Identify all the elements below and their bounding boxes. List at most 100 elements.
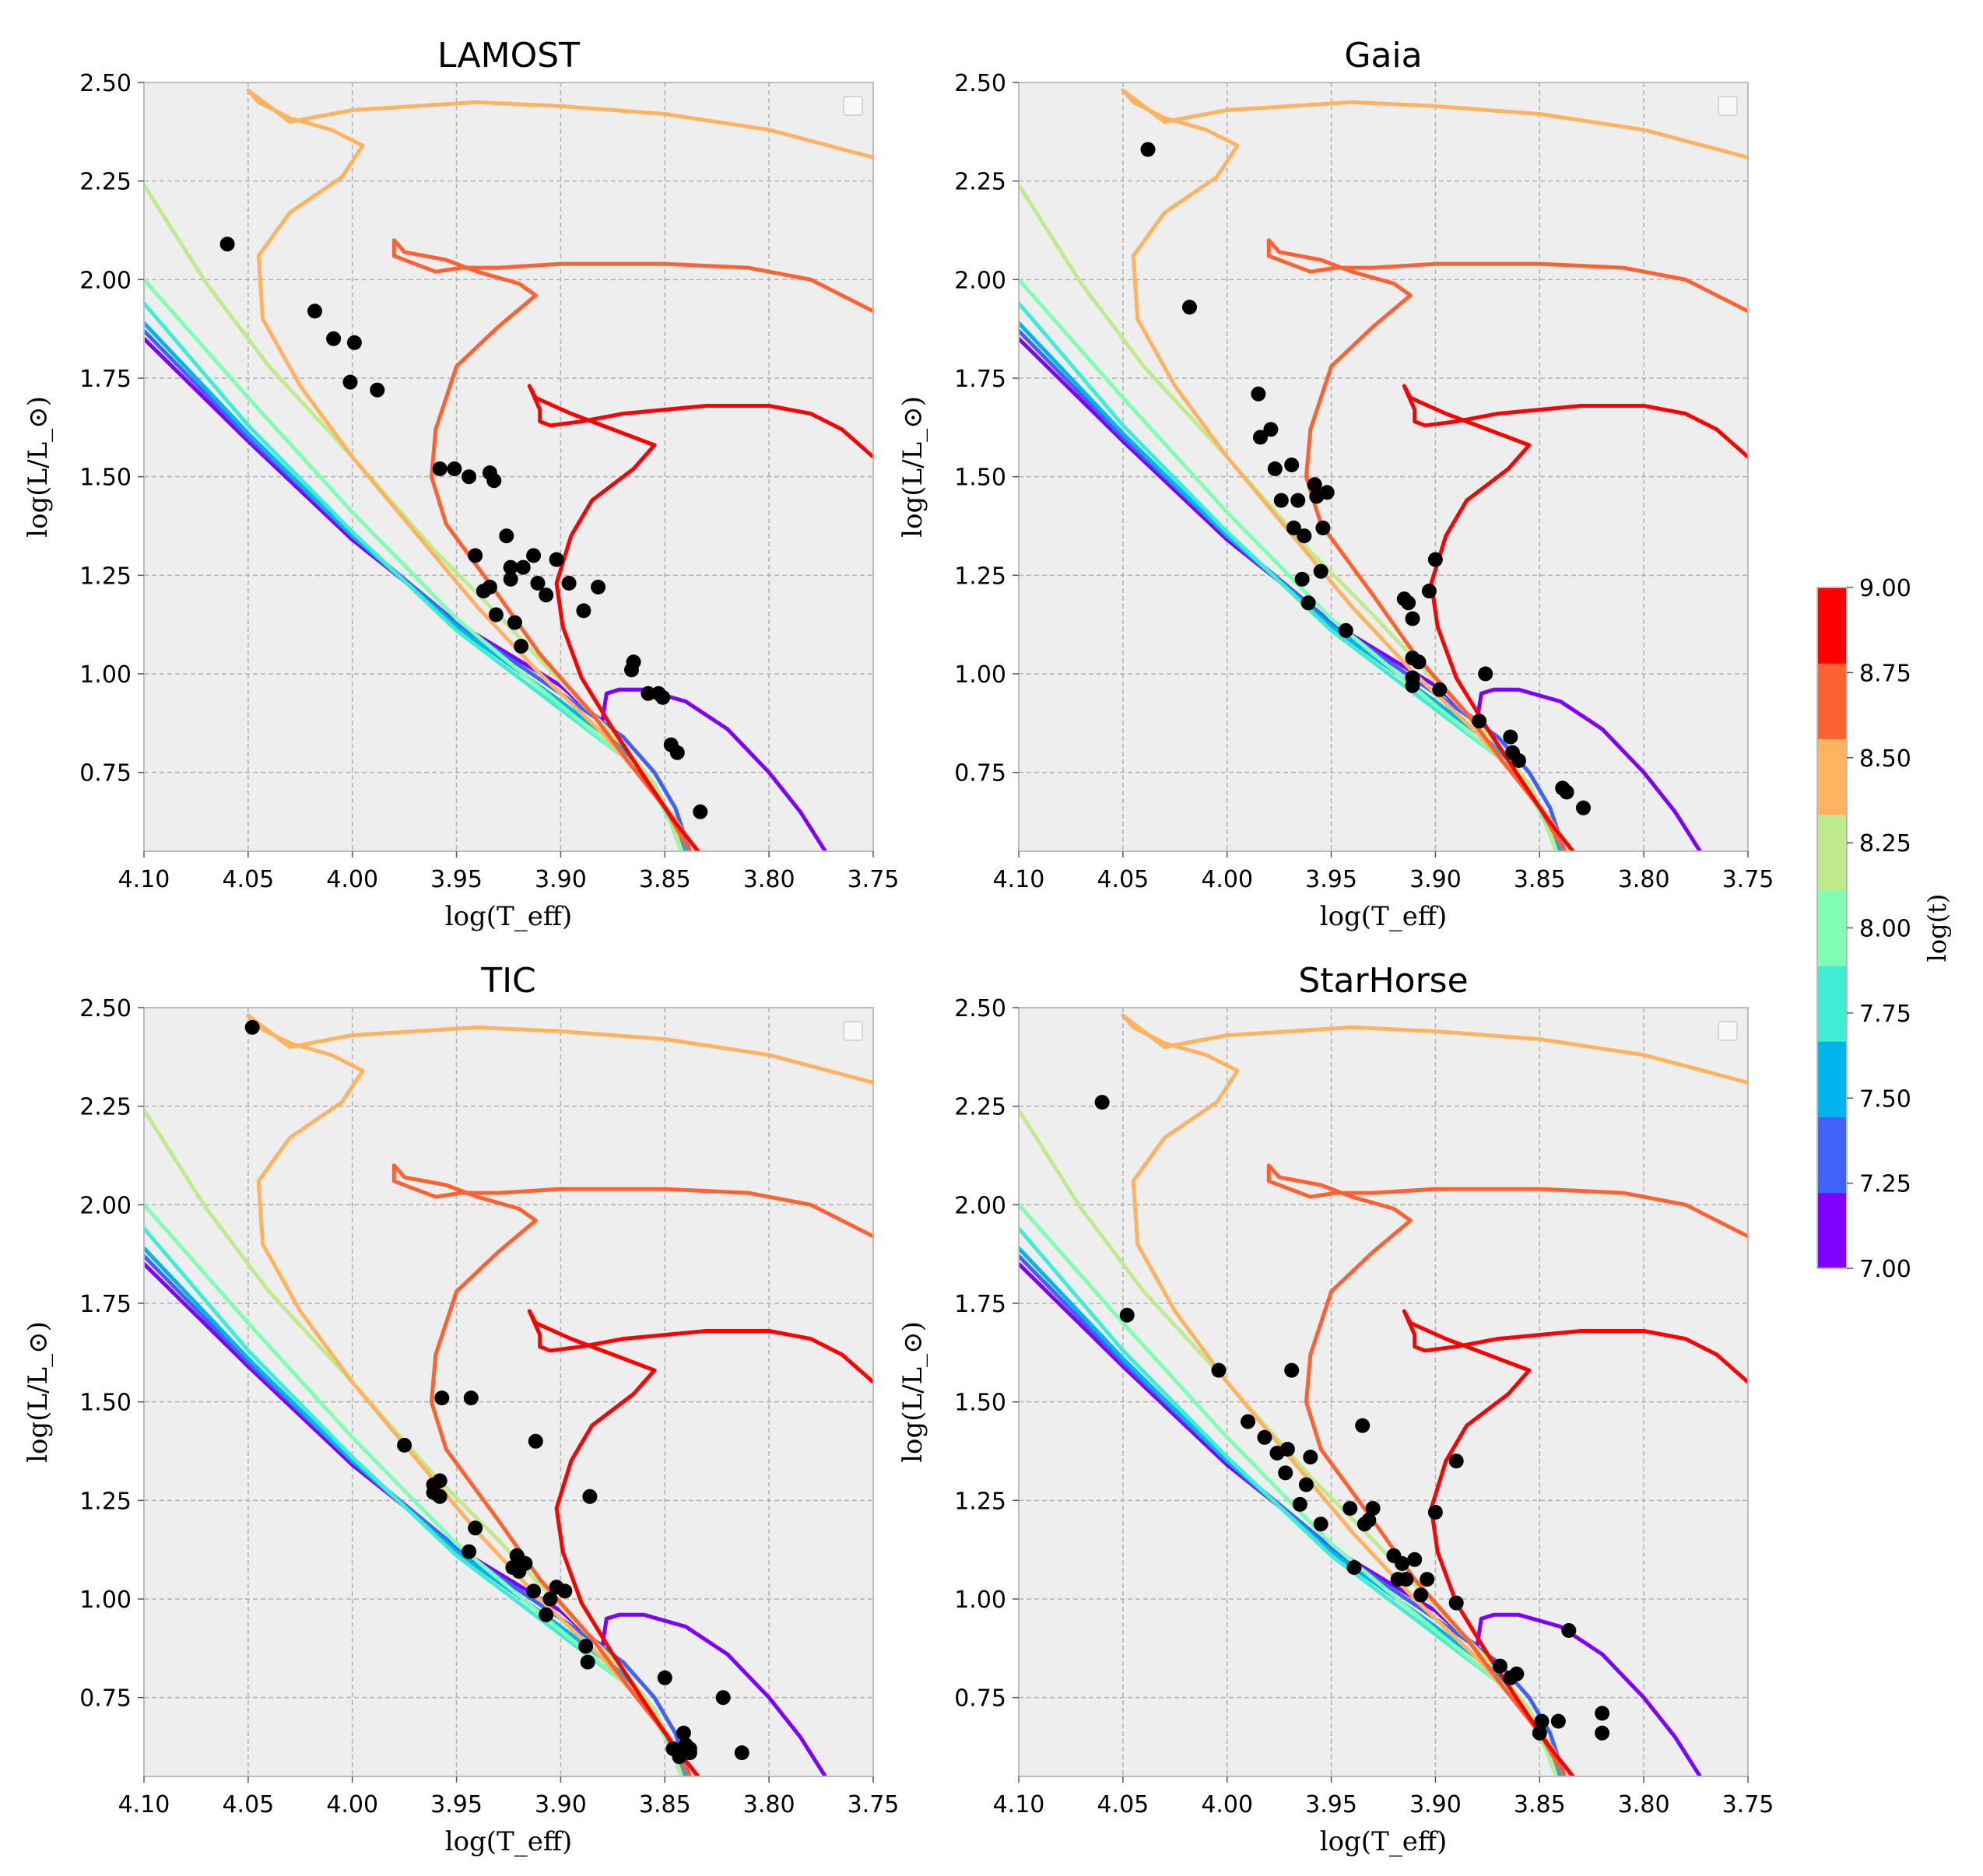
y-tick-label: 2.50 <box>79 70 132 97</box>
data-point <box>1297 528 1312 544</box>
data-point <box>1257 1429 1272 1445</box>
data-point <box>1140 142 1156 157</box>
data-point <box>1094 1095 1110 1110</box>
x-tick-label: 3.80 <box>743 866 795 893</box>
axes-frame <box>1018 82 1749 852</box>
data-point <box>1503 729 1518 745</box>
data-point <box>1399 1572 1414 1587</box>
data-point <box>462 469 477 485</box>
data-point <box>1361 1513 1377 1528</box>
x-tick-label: 4.10 <box>993 866 1045 893</box>
x-axis-label: log(T_eff) <box>1320 901 1448 932</box>
y-tick-label: 0.75 <box>79 760 132 787</box>
colorbar-band <box>1817 1041 1847 1117</box>
colorbar: 7.00 7.25 7.50 7.75 8.00 8.25 8.50 8.75 9.00 log(… <box>1816 575 1952 1283</box>
data-point <box>626 654 641 670</box>
data-point <box>1413 1587 1429 1603</box>
x-tick-label: 3.85 <box>639 866 691 893</box>
plot-area <box>144 82 873 851</box>
x-tick-label: 3.75 <box>1722 866 1774 893</box>
x-tick-label: 4.00 <box>1201 1791 1253 1818</box>
y-tick-label: 1.00 <box>79 661 132 689</box>
x-tick-label: 3.90 <box>535 866 587 893</box>
data-point <box>528 1433 543 1449</box>
axes-frame <box>143 1007 874 1777</box>
y-tick-label: 1.25 <box>954 1488 1006 1515</box>
y-tick-label: 1.75 <box>79 1291 132 1318</box>
data-point <box>1315 521 1331 535</box>
data-point <box>1300 595 1316 611</box>
panel-lamost: 4.10 4.05 4.00 3.95 3.90 3.85 3.80 3.75 0.75 1.00… <box>23 36 899 932</box>
y-tick-label: 2.25 <box>79 1094 132 1121</box>
data-point <box>1319 485 1335 500</box>
x-tick-label: 4.05 <box>222 866 274 893</box>
data-point <box>1421 584 1437 599</box>
data-point <box>397 1437 412 1453</box>
colorbar-band <box>1817 1192 1847 1269</box>
data-point <box>557 1583 573 1599</box>
isochrone-line <box>144 1108 684 1776</box>
x-tick-label: 3.75 <box>1722 1791 1774 1818</box>
x-tick-label: 4.05 <box>1097 1791 1149 1818</box>
data-point <box>1411 654 1427 670</box>
colorbar-tick-label: 8.50 <box>1859 745 1911 773</box>
data-point <box>539 587 554 603</box>
data-point <box>1342 1501 1358 1516</box>
data-point <box>326 331 342 346</box>
data-point <box>503 559 518 575</box>
x-tick-label: 4.05 <box>222 1791 274 1818</box>
x-tick-label: 4.05 <box>1097 866 1149 893</box>
data-point <box>1405 611 1420 626</box>
y-tick-label: 2.00 <box>79 267 132 294</box>
data-point <box>1303 1450 1318 1465</box>
isochrone-line <box>391 238 873 851</box>
y-axis-label: log(L/L_⊙) <box>897 1321 928 1463</box>
data-point <box>486 473 502 489</box>
legend-box <box>843 1021 863 1041</box>
data-point <box>1313 563 1328 579</box>
colorbar-tick-label: 7.75 <box>1859 1001 1911 1028</box>
colorbar-band <box>1817 1117 1847 1194</box>
isochrones <box>1019 88 1748 851</box>
data-point <box>499 528 514 544</box>
data-point <box>518 1555 533 1571</box>
data-point <box>1405 678 1420 693</box>
data-point <box>578 1639 594 1654</box>
legend-box <box>1718 96 1738 116</box>
panel-title: TIC <box>480 961 536 1001</box>
data-point <box>1576 800 1591 815</box>
x-axis-label: log(T_eff) <box>445 1826 573 1857</box>
data-point <box>219 237 235 252</box>
y-tick-label: 1.00 <box>954 1587 1006 1614</box>
y-tick-label: 1.50 <box>954 465 1006 492</box>
data-point <box>526 548 542 563</box>
data-point <box>526 1583 542 1599</box>
data-point <box>734 1745 749 1761</box>
x-tick-label: 4.00 <box>326 1791 378 1818</box>
data-point <box>1241 1414 1255 1429</box>
x-axis-label: log(T_eff) <box>1320 1826 1448 1857</box>
y-tick-label: 1.25 <box>79 563 132 590</box>
data-point <box>1448 1453 1464 1469</box>
x-tick-label: 3.85 <box>1514 1791 1566 1818</box>
data-point <box>582 1489 598 1504</box>
plot-area <box>1019 82 1748 851</box>
data-point <box>1427 552 1443 567</box>
y-tick-label: 2.50 <box>79 995 132 1022</box>
isochrone-line <box>1121 88 1748 851</box>
colorbar-band <box>1817 889 1847 966</box>
data-point <box>342 374 358 390</box>
axes-frame <box>1018 1007 1749 1777</box>
y-tick-label: 0.75 <box>79 1685 132 1713</box>
data-point <box>1307 477 1322 493</box>
y-tick-label: 0.75 <box>954 1685 1006 1713</box>
grid <box>143 82 874 851</box>
data-point <box>1284 458 1300 472</box>
data-point <box>1263 422 1279 437</box>
data-point <box>1294 571 1310 587</box>
data-point <box>514 639 529 654</box>
data-point <box>1534 1713 1550 1729</box>
y-axis-label: log(L/L_⊙) <box>23 1321 54 1463</box>
legend-box <box>1718 1021 1738 1041</box>
